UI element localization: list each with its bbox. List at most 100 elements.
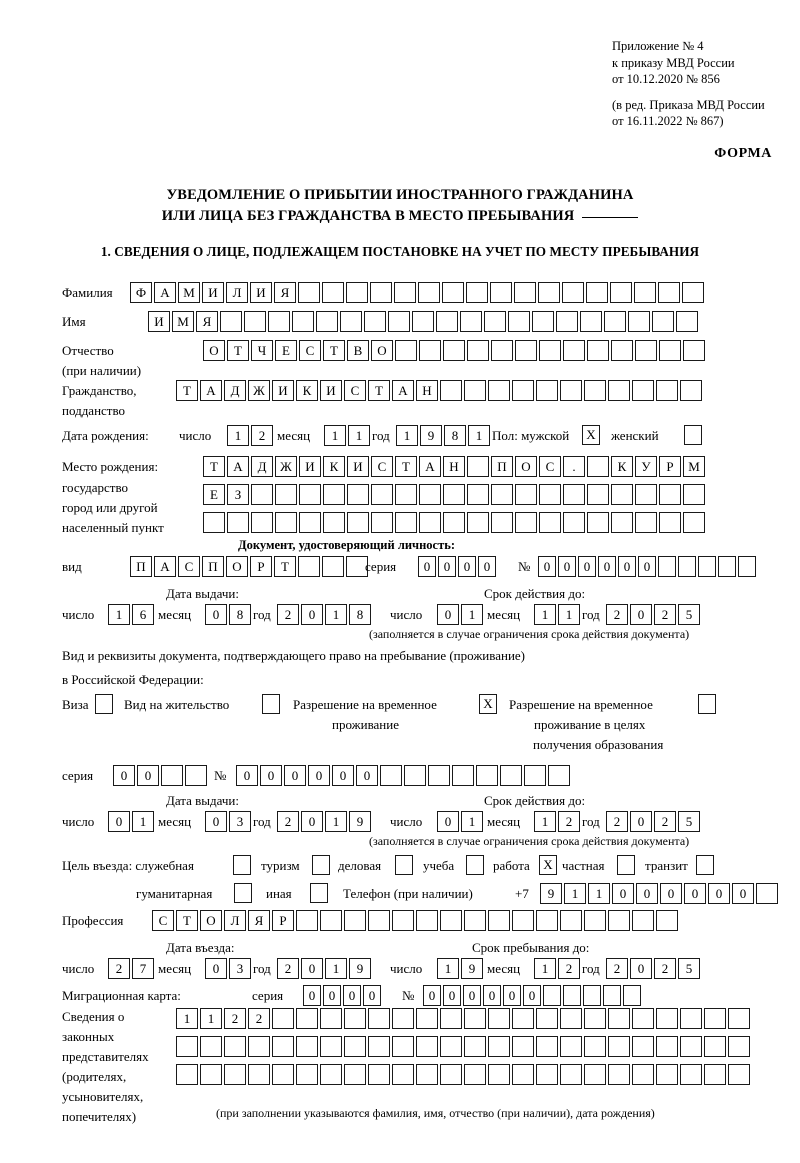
char-box[interactable] [610,282,632,303]
char-box[interactable]: А [419,456,441,477]
char-box[interactable]: И [347,456,369,477]
char-box[interactable] [728,1008,750,1029]
char-box[interactable]: Т [395,456,417,477]
purpose-business-checkbox[interactable] [395,855,413,875]
char-box[interactable] [322,556,344,577]
char-box[interactable] [488,1064,510,1085]
char-box[interactable] [560,1008,582,1029]
purpose-tourism-checkbox[interactable] [312,855,330,875]
char-box[interactable] [452,765,474,786]
char-box[interactable]: 1 [325,604,347,625]
char-box[interactable] [464,1008,486,1029]
char-box[interactable] [442,282,464,303]
char-box[interactable] [659,484,681,505]
char-box[interactable] [608,380,630,401]
char-box[interactable] [512,1008,534,1029]
char-box[interactable]: Е [275,340,297,361]
char-box[interactable]: Т [274,556,296,577]
char-box[interactable] [635,340,657,361]
char-box[interactable] [368,1008,390,1029]
char-box[interactable] [562,282,584,303]
char-box[interactable] [587,512,609,533]
char-box[interactable] [440,1064,462,1085]
char-box[interactable] [368,1064,390,1085]
char-box[interactable] [322,282,344,303]
char-box[interactable] [659,512,681,533]
char-box[interactable] [683,512,705,533]
char-box[interactable]: 0 [612,883,634,904]
char-box[interactable] [683,484,705,505]
char-box[interactable]: 1 [325,958,347,979]
char-box[interactable] [395,340,417,361]
char-box[interactable]: А [154,556,176,577]
char-box[interactable]: 0 [618,556,636,577]
char-box[interactable]: О [226,556,248,577]
char-box[interactable] [392,1008,414,1029]
char-box[interactable] [536,1036,558,1057]
char-box[interactable] [656,1036,678,1057]
char-box[interactable]: 1 [325,811,347,832]
char-box[interactable]: 0 [423,985,441,1006]
char-box[interactable] [560,1036,582,1057]
char-box[interactable] [536,910,558,931]
char-box[interactable] [323,512,345,533]
purpose-transit-checkbox[interactable] [696,855,714,875]
char-box[interactable]: 0 [538,556,556,577]
char-box[interactable] [536,1008,558,1029]
char-box[interactable]: Д [224,380,246,401]
char-box[interactable]: И [320,380,342,401]
char-box[interactable]: О [371,340,393,361]
char-box[interactable] [543,985,561,1006]
char-box[interactable] [587,484,609,505]
char-box[interactable]: Ч [251,340,273,361]
char-box[interactable]: Н [443,456,465,477]
birthplace-city-input-row-2[interactable] [203,512,705,533]
char-box[interactable] [680,1008,702,1029]
char-box[interactable]: Л [226,282,248,303]
sex-female-checkbox[interactable] [684,425,702,445]
char-box[interactable] [200,1064,222,1085]
char-box[interactable] [652,311,674,332]
char-box[interactable] [416,910,438,931]
char-box[interactable] [560,1064,582,1085]
char-box[interactable] [347,484,369,505]
char-box[interactable]: 2 [606,958,628,979]
char-box[interactable] [704,1036,726,1057]
char-box[interactable]: 1 [396,425,418,446]
char-box[interactable]: 0 [463,985,481,1006]
char-box[interactable]: 0 [113,765,135,786]
char-box[interactable] [467,512,489,533]
char-box[interactable] [683,340,705,361]
char-box[interactable] [416,1064,438,1085]
char-box[interactable]: А [392,380,414,401]
char-box[interactable] [176,1036,198,1057]
char-box[interactable] [412,311,434,332]
char-box[interactable] [704,1064,726,1085]
char-box[interactable] [466,282,488,303]
char-box[interactable] [404,765,426,786]
char-box[interactable] [656,1064,678,1085]
char-box[interactable]: 1 [132,811,154,832]
char-box[interactable]: 2 [654,811,676,832]
char-box[interactable]: 0 [418,556,436,577]
char-box[interactable] [275,512,297,533]
char-box[interactable]: С [152,910,174,931]
char-box[interactable]: 9 [461,958,483,979]
char-box[interactable] [682,282,704,303]
char-box[interactable] [658,556,676,577]
char-box[interactable]: 9 [349,811,371,832]
char-box[interactable]: 0 [443,985,461,1006]
char-box[interactable] [512,380,534,401]
char-box[interactable]: И [202,282,224,303]
char-box[interactable]: Ф [130,282,152,303]
char-box[interactable] [316,311,338,332]
